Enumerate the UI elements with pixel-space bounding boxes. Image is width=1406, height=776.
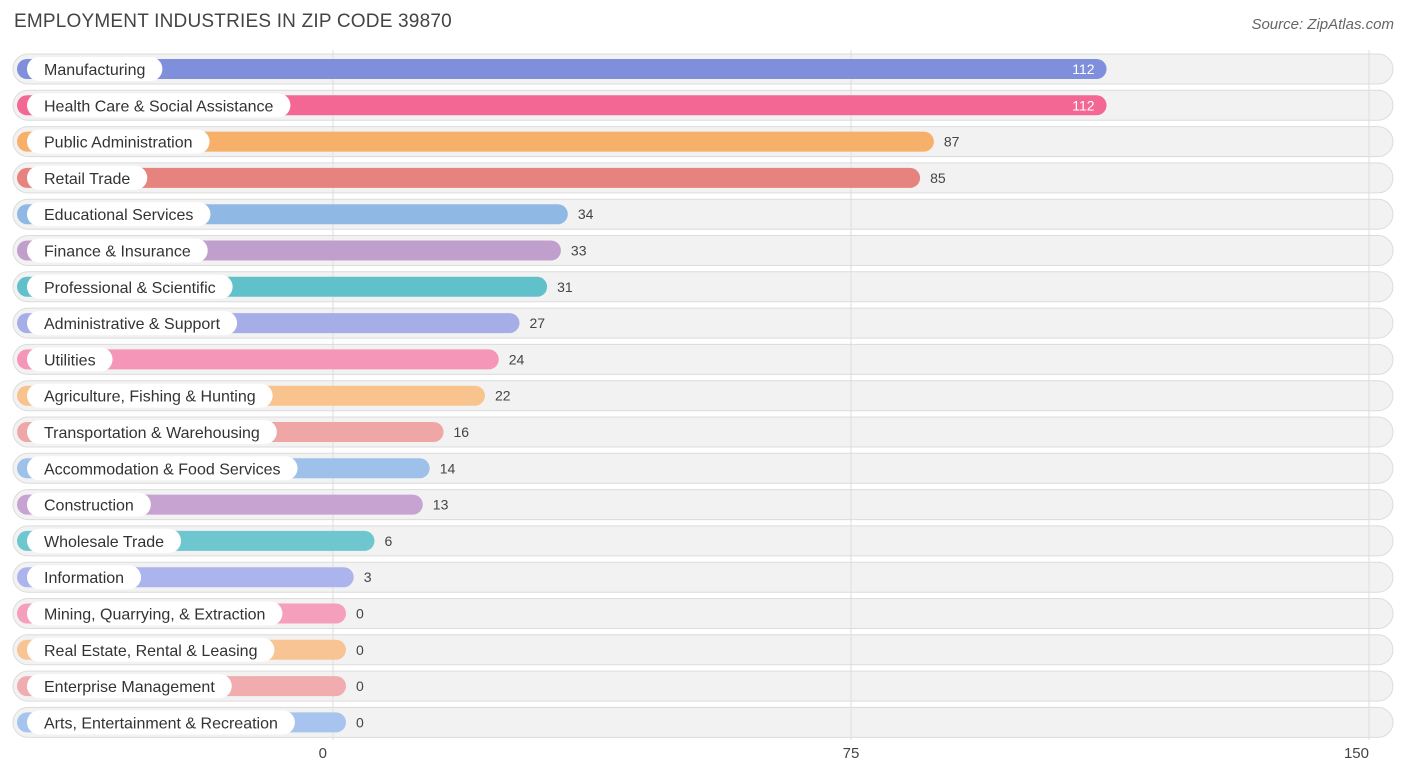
bar-row-arts-entertainment-recreation: Arts, Entertainment & Recreation 0 <box>17 710 364 735</box>
bar-row-wholesale-trade: Wholesale Trade 6 <box>17 528 392 553</box>
category-label: Enterprise Management <box>44 679 215 696</box>
category-label: Accommodation & Food Services <box>44 461 281 478</box>
label-pill <box>27 383 273 408</box>
label-pill <box>27 238 208 263</box>
category-label: Administrative & Support <box>44 316 221 333</box>
value-label: 6 <box>384 533 392 549</box>
value-label: 27 <box>529 315 545 331</box>
chart-title: EMPLOYMENT INDUSTRIES IN ZIP CODE 39870 <box>14 11 452 32</box>
label-pill <box>27 347 113 372</box>
label-pill <box>27 637 275 662</box>
label-pill <box>27 601 283 626</box>
bar-row-transportation-warehousing: Transportation & Warehousing 16 <box>17 420 469 444</box>
bar-row-mining-quarrying-extraction: Mining, Quarrying, & Extraction 0 <box>17 601 364 626</box>
tick-label: 0 <box>319 745 327 762</box>
bar <box>17 167 921 188</box>
category-label: Information <box>44 570 124 587</box>
bar <box>17 59 1107 79</box>
value-label: 87 <box>944 134 960 150</box>
category-label: Health Care & Social Assistance <box>44 98 274 115</box>
row-background <box>12 634 1394 666</box>
value-label: 22 <box>495 388 511 404</box>
label-pill <box>27 565 142 590</box>
category-label: Agriculture, Fishing & Hunting <box>44 389 256 406</box>
tick-label: 75 <box>843 745 860 762</box>
label-pill <box>27 93 291 118</box>
bar-row-administrative-support: Administrative & Support 27 <box>17 311 545 336</box>
bar-row-public-administration: Public Administration 87 <box>17 129 960 154</box>
label-pill <box>27 674 232 699</box>
bar-row-information: Information 3 <box>17 565 372 590</box>
source-note: Source: ZipAtlas.com <box>1251 16 1394 33</box>
label-pill <box>27 311 238 336</box>
category-label: Real Estate, Rental & Leasing <box>44 643 257 660</box>
row-background <box>12 561 1394 593</box>
bar-row-real-estate-rental-leasing: Real Estate, Rental & Leasing 0 <box>17 637 364 662</box>
bar-row-finance-insurance: Finance & Insurance 33 <box>17 238 587 263</box>
bar-row-health-care-social-assistance: Health Care & Social Assistance 112 <box>17 93 1107 118</box>
category-label: Public Administration <box>44 135 193 152</box>
row-background <box>12 706 1394 738</box>
bar-row-professional-scientific: Professional & Scientific 31 <box>17 274 573 299</box>
label-pill <box>27 492 151 517</box>
value-label: 3 <box>364 569 372 585</box>
bar <box>17 95 1107 116</box>
x-axis-ticks: 0 75 150 <box>319 745 1369 762</box>
category-label: Manufacturing <box>44 62 145 79</box>
category-label: Utilities <box>44 352 96 369</box>
category-label: Professional & Scientific <box>44 280 216 297</box>
row-background <box>12 598 1394 629</box>
bar <box>17 131 934 152</box>
row-background <box>12 670 1394 702</box>
bar-row-retail-trade: Retail Trade 85 <box>17 165 946 190</box>
value-label: 14 <box>440 460 456 476</box>
category-label: Transportation & Warehousing <box>44 425 260 442</box>
value-label: 34 <box>578 206 594 222</box>
label-pill <box>27 165 148 190</box>
value-label: 85 <box>930 170 946 186</box>
value-label: 33 <box>571 243 587 259</box>
bar-row-accommodation-food-services: Accommodation & Food Services 14 <box>17 456 456 481</box>
value-label: 0 <box>356 714 364 730</box>
category-label: Arts, Entertainment & Recreation <box>44 715 278 732</box>
value-label: 16 <box>454 424 470 440</box>
bar-row-educational-services: Educational Services 34 <box>17 202 594 227</box>
value-label: 24 <box>509 351 525 367</box>
bar <box>17 349 499 370</box>
value-label: 31 <box>557 279 573 295</box>
category-label: Educational Services <box>44 207 193 224</box>
label-pill <box>27 129 210 154</box>
label-pill <box>27 528 182 553</box>
bar-row-enterprise-management: Enterprise Management 0 <box>17 674 364 699</box>
value-label: 0 <box>356 606 364 622</box>
label-pill <box>27 57 163 81</box>
label-pill <box>27 420 277 444</box>
label-pill <box>27 456 298 481</box>
label-pill <box>27 202 211 227</box>
label-pill <box>27 710 295 735</box>
category-label: Finance & Insurance <box>44 244 191 261</box>
category-label: Mining, Quarrying, & Extraction <box>44 607 265 624</box>
bar-row-construction: Construction 13 <box>17 492 449 517</box>
value-label: 112 <box>1072 61 1095 77</box>
category-label: Construction <box>44 498 134 515</box>
value-label: 112 <box>1072 97 1095 113</box>
value-label: 13 <box>433 497 449 513</box>
value-label: 0 <box>356 642 364 658</box>
tick-label: 150 <box>1344 745 1369 762</box>
category-label: Retail Trade <box>44 171 130 188</box>
bar-row-manufacturing: Manufacturing 112 <box>17 57 1107 81</box>
category-label: Wholesale Trade <box>44 534 164 551</box>
value-label: 0 <box>356 678 364 694</box>
bar-row-agriculture-fishing-hunting: Agriculture, Fishing & Hunting 22 <box>17 383 511 408</box>
bar-row-utilities: Utilities 24 <box>17 347 525 372</box>
label-pill <box>27 274 233 299</box>
